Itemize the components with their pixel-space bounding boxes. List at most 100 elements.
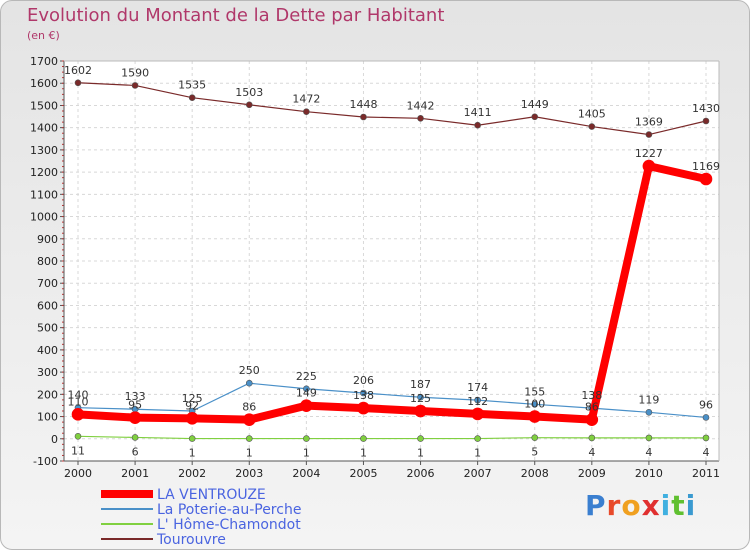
data-point-tourouvre xyxy=(188,94,196,101)
data-label-la-ventrouze: 149 xyxy=(296,387,317,400)
data-point-la-poterie-au-perche xyxy=(303,385,310,393)
data-point-la-poterie-au-perche xyxy=(474,396,481,404)
data-point-la-poterie-au-perche xyxy=(360,389,367,397)
x-tick-label: 2007 xyxy=(464,467,492,480)
y-tick-label: 800 xyxy=(37,255,58,268)
x-tick-label: 2005 xyxy=(349,467,377,480)
logo-letter: P xyxy=(585,489,607,522)
legend-label-tourouvre: Tourouvre xyxy=(156,532,226,548)
data-label-la-ventrouze: 100 xyxy=(524,398,545,411)
data-point-l-h-me-chamondot xyxy=(588,434,596,442)
logo-letter: r xyxy=(606,489,622,522)
y-tick-label: 400 xyxy=(37,344,58,357)
logo-letter: x xyxy=(641,489,661,522)
data-label-la-poterie-au-perche: 250 xyxy=(239,364,260,377)
data-point-l-h-me-chamondot xyxy=(360,435,367,442)
data-label-tourouvre: 1405 xyxy=(578,108,606,121)
series-line-la-poterie-au-perche xyxy=(77,382,707,419)
x-tick-label: 2000 xyxy=(64,467,92,480)
data-label-l-h-me-chamondot: 1 xyxy=(417,447,424,460)
legend-label-la-ventrouze: LA VENTROUZE xyxy=(157,487,266,503)
y-tick-label: 900 xyxy=(37,233,58,246)
data-point-la-poterie-au-perche xyxy=(245,379,253,387)
data-label-tourouvre: 1602 xyxy=(64,64,92,77)
data-label-la-poterie-au-perche: 155 xyxy=(524,385,545,398)
data-point-l-h-me-chamondot xyxy=(74,433,82,440)
legend-label-la-poterie-au-perche: La Poterie-au-Perche xyxy=(157,502,301,518)
x-tick-label: 2002 xyxy=(178,467,206,480)
data-point-tourouvre xyxy=(645,131,653,138)
data-point-la-ventrouze xyxy=(471,407,484,421)
proxiti-logo: Proxiti xyxy=(585,489,696,522)
legend-label-l-h-me-chamondot: L' Hôme-Chamondot xyxy=(157,517,301,533)
data-label-la-ventrouze: 86 xyxy=(242,401,256,414)
data-label-la-poterie-au-perche: 125 xyxy=(182,392,203,405)
y-tick-label: 600 xyxy=(37,299,58,312)
data-point-l-h-me-chamondot xyxy=(417,435,424,442)
data-label-tourouvre: 1411 xyxy=(464,106,492,119)
x-tick-label: 2004 xyxy=(292,467,320,480)
data-point-la-ventrouze xyxy=(585,413,599,426)
data-label-tourouvre: 1430 xyxy=(692,102,720,115)
data-point-la-ventrouze xyxy=(242,413,256,426)
chart-title: Evolution du Montant de la Dette par Hab… xyxy=(27,5,445,26)
data-label-l-h-me-chamondot: 1 xyxy=(246,447,253,460)
data-point-l-h-me-chamondot xyxy=(245,435,253,442)
data-point-la-ventrouze xyxy=(699,172,713,186)
data-point-tourouvre xyxy=(474,121,481,129)
data-label-la-ventrouze: 112 xyxy=(467,395,488,408)
data-label-l-h-me-chamondot: 1 xyxy=(303,447,310,460)
x-tick-label: 2008 xyxy=(521,467,549,480)
y-tick-label: 1300 xyxy=(30,144,58,157)
data-point-tourouvre xyxy=(360,113,367,121)
data-label-l-h-me-chamondot: 1 xyxy=(474,447,481,460)
data-label-la-ventrouze: 92 xyxy=(185,399,199,412)
data-label-tourouvre: 1369 xyxy=(635,116,663,129)
data-point-la-ventrouze xyxy=(414,404,427,418)
chart-unit: (en €) xyxy=(27,29,60,42)
y-tick-label: 300 xyxy=(37,366,58,379)
y-tick-label: 700 xyxy=(37,277,58,290)
x-tick-label: 2010 xyxy=(635,467,663,480)
data-point-l-h-me-chamondot xyxy=(474,435,481,442)
logo-letter: o xyxy=(621,489,642,522)
data-label-la-poterie-au-perche: 140 xyxy=(68,389,89,402)
data-label-la-poterie-au-perche: 174 xyxy=(467,381,488,394)
data-point-l-h-me-chamondot xyxy=(131,434,139,441)
y-tick-label: 100 xyxy=(37,411,58,424)
x-tick-label: 2009 xyxy=(578,467,606,480)
data-label-la-ventrouze: 138 xyxy=(353,389,374,402)
data-label-la-ventrouze: 95 xyxy=(128,399,142,412)
data-label-tourouvre: 1503 xyxy=(235,86,263,99)
data-label-l-h-me-chamondot: 4 xyxy=(645,446,652,459)
data-label-la-ventrouze: 125 xyxy=(410,392,431,405)
data-point-tourouvre xyxy=(702,117,710,125)
data-point-la-ventrouze xyxy=(71,408,85,421)
data-label-la-poterie-au-perche: 187 xyxy=(410,378,431,391)
data-label-tourouvre: 1442 xyxy=(407,99,435,112)
y-tick-label: 1200 xyxy=(30,166,58,179)
y-tick-label: 200 xyxy=(37,388,58,401)
data-label-la-ventrouze: 110 xyxy=(68,395,89,408)
x-tick-label: 2003 xyxy=(235,467,263,480)
data-label-la-poterie-au-perche: 206 xyxy=(353,374,374,387)
data-point-la-poterie-au-perche xyxy=(531,401,539,408)
data-label-la-ventrouze: 86 xyxy=(585,401,599,414)
logo-letter: i xyxy=(660,489,672,522)
data-point-la-ventrouze xyxy=(300,399,313,412)
y-tick-label: 1500 xyxy=(30,99,58,112)
data-point-la-poterie-au-perche xyxy=(645,409,653,416)
data-label-l-h-me-chamondot: 6 xyxy=(132,445,139,458)
data-label-la-poterie-au-perche: 133 xyxy=(125,390,146,403)
y-tick-label: -100 xyxy=(33,455,58,468)
data-point-tourouvre xyxy=(245,101,253,109)
y-tick-label: 1100 xyxy=(30,188,58,201)
data-label-la-poterie-au-perche: 119 xyxy=(638,393,659,406)
data-label-l-h-me-chamondot: 1 xyxy=(189,447,196,460)
data-label-la-ventrouze: 1169 xyxy=(692,160,720,173)
series-line-la-ventrouze xyxy=(74,162,710,424)
y-tick-label: 1400 xyxy=(30,122,58,135)
data-point-l-h-me-chamondot xyxy=(303,435,310,442)
data-point-tourouvre xyxy=(417,115,424,122)
data-label-la-poterie-au-perche: 96 xyxy=(699,398,713,411)
